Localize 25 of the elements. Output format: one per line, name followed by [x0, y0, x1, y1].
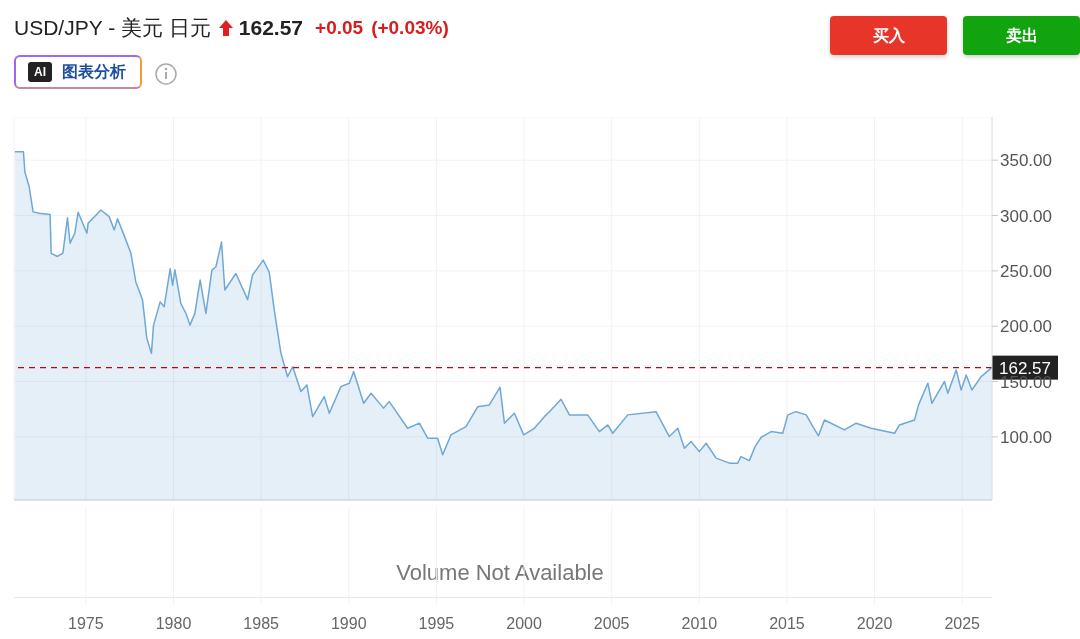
- y-tick-label: 250.00: [1000, 261, 1052, 281]
- x-tick-label: 1980: [155, 615, 192, 632]
- text: 图表分析: [62, 61, 126, 82]
- y-tick-label: 300.00: [1000, 206, 1052, 226]
- x-tick-label: 2025: [944, 615, 981, 632]
- x-tick-label: 1990: [330, 615, 367, 632]
- y-tick-label: 100.00: [1000, 427, 1052, 447]
- x-tick-label: 1975: [68, 615, 104, 632]
- x-tick-label: 2000: [506, 615, 542, 632]
- x-tick-label: 2015: [769, 615, 805, 632]
- text: 162.57: [238, 16, 304, 40]
- x-tick-label: 2020: [856, 615, 893, 632]
- text: (+0.03%): [371, 17, 449, 39]
- chart-title: USD/JPY - 美元 日元: [14, 15, 211, 41]
- text: +0.05: [315, 17, 364, 39]
- x-tick-label: 1985: [243, 615, 280, 632]
- y-tick-label: 350.00: [1000, 151, 1052, 171]
- x-tick-label: 2010: [681, 615, 718, 632]
- x-tick-label: 1995: [418, 615, 455, 632]
- text: Volume Not Available: [395, 560, 605, 586]
- y-tick-label: 200.00: [1000, 317, 1052, 337]
- text: 卖出: [963, 16, 1080, 55]
- chat-bubble-icon: AI: [28, 62, 52, 82]
- x-tick-label: 2005: [593, 615, 630, 632]
- text: 买入: [830, 16, 947, 55]
